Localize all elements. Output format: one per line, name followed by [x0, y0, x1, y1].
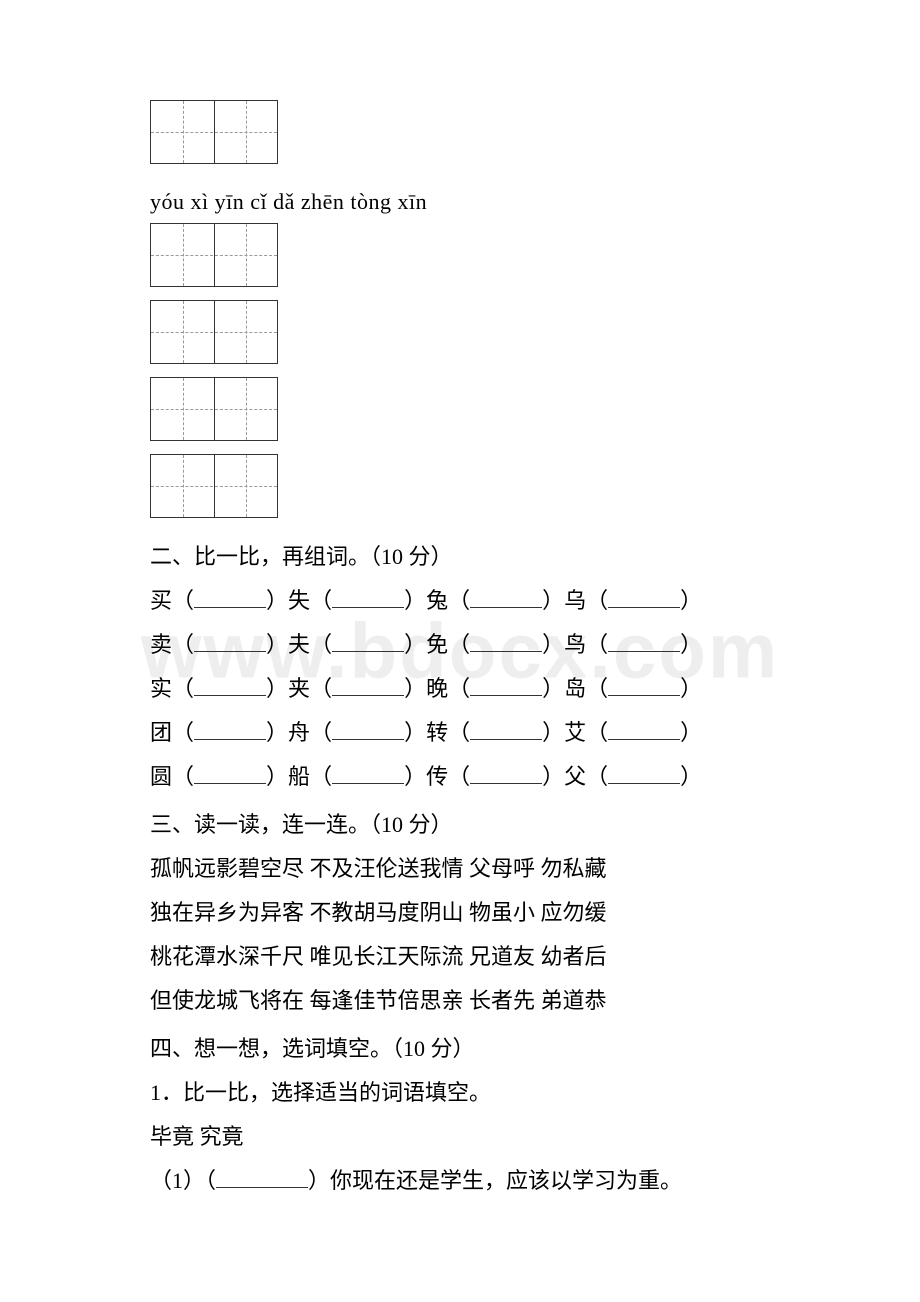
character-grid-row — [150, 377, 770, 454]
char: 鸟 — [564, 632, 586, 657]
fill-blank — [470, 739, 542, 740]
compare-row: 卖（）夫（）免（）鸟（） — [150, 623, 770, 667]
character-grid-box — [150, 377, 278, 441]
fill-blank — [194, 651, 266, 652]
char: 团 — [150, 720, 172, 745]
pinyin-text: yóu xì yīn cǐ dǎ zhēn tòng xīn — [150, 189, 770, 215]
question-prefix: （1）（ — [150, 1168, 216, 1193]
character-grid-box — [150, 300, 278, 364]
fill-blank — [332, 695, 404, 696]
fill-blank — [470, 651, 542, 652]
compare-row: 实（）夹（）晚（）岛（） — [150, 667, 770, 711]
document-content: yóu xì yīn cǐ dǎ zhēn tòng xīn 二、比一比，再组词… — [150, 100, 770, 1203]
char: 舟 — [288, 720, 310, 745]
question-suffix: ）你现在还是学生，应该以学习为重。 — [308, 1168, 682, 1193]
word-options: 毕竟 究竟 — [150, 1115, 770, 1159]
char: 乌 — [564, 588, 586, 613]
char: 夹 — [288, 676, 310, 701]
fill-blank — [608, 695, 680, 696]
fill-blank — [608, 739, 680, 740]
fill-blank — [332, 783, 404, 784]
fill-blank — [194, 607, 266, 608]
character-grid-row — [150, 454, 770, 531]
fill-blank — [470, 607, 542, 608]
poem-line: 桃花潭水深千尺 唯见长江天际流 兄道友 幼者后 — [150, 935, 770, 979]
char: 圆 — [150, 764, 172, 789]
fill-blank — [216, 1187, 308, 1188]
fill-blank — [332, 739, 404, 740]
char: 船 — [288, 764, 310, 789]
poem-line: 孤帆远影碧空尽 不及汪伦送我情 父母呼 勿私藏 — [150, 847, 770, 891]
fill-blank — [608, 783, 680, 784]
char: 买 — [150, 588, 172, 613]
char: 传 — [426, 764, 448, 789]
character-grid-row — [150, 223, 770, 300]
compare-row: 买（）失（）兔（）乌（） — [150, 579, 770, 623]
fill-blank — [194, 695, 266, 696]
fill-blank — [332, 651, 404, 652]
section-2-title: 二、比一比，再组词。（10 分） — [150, 535, 770, 579]
sub-instruction: 1．比一比，选择适当的词语填空。 — [150, 1071, 770, 1115]
character-grid-box — [150, 100, 278, 164]
section-3-title: 三、读一读，连一连。（10 分） — [150, 803, 770, 847]
fill-blank — [608, 651, 680, 652]
fill-blank — [470, 783, 542, 784]
question-line: （1）（ ）你现在还是学生，应该以学习为重。 — [150, 1159, 770, 1203]
char: 岛 — [564, 676, 586, 701]
character-grid-row — [150, 300, 770, 377]
fill-blank — [470, 695, 542, 696]
fill-blank — [332, 607, 404, 608]
poem-line: 独在异乡为异客 不教胡马度阴山 物虽小 应勿缓 — [150, 891, 770, 935]
char: 卖 — [150, 632, 172, 657]
char: 免 — [426, 632, 448, 657]
char: 晚 — [426, 676, 448, 701]
char: 夫 — [288, 632, 310, 657]
fill-blank — [194, 783, 266, 784]
char: 父 — [564, 764, 586, 789]
compare-row: 团（）舟（）转（）艾（） — [150, 711, 770, 755]
fill-blank — [194, 739, 266, 740]
char: 兔 — [426, 588, 448, 613]
poem-line: 但使龙城飞将在 每逢佳节倍思亲 长者先 弟道恭 — [150, 979, 770, 1023]
section-4-title: 四、想一想，选词填空。（10 分） — [150, 1027, 770, 1071]
char: 实 — [150, 676, 172, 701]
character-grid-row — [150, 100, 770, 177]
char: 艾 — [564, 720, 586, 745]
character-grid-box — [150, 454, 278, 518]
char: 失 — [288, 588, 310, 613]
compare-row: 圆（）船（）传（）父（） — [150, 755, 770, 799]
fill-blank — [608, 607, 680, 608]
character-grid-box — [150, 223, 278, 287]
char: 转 — [426, 720, 448, 745]
